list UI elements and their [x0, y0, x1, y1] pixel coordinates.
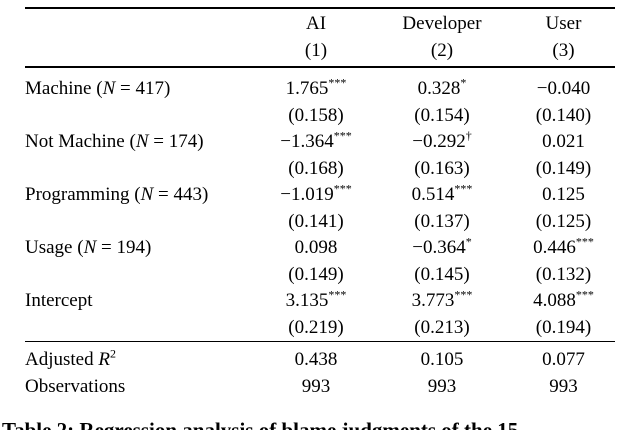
col-number-1: (1) — [260, 37, 372, 68]
coef-cell: −0.040 — [536, 78, 591, 99]
header-row-names: AI Developer User — [25, 8, 615, 37]
table-row-intercept-coef: Intercept 3.135*** 3.773*** 4.088*** — [25, 288, 615, 315]
row-label-programming: Programming (N = 443) — [25, 182, 260, 209]
header-row-numbers: (1) (2) (3) — [25, 37, 615, 68]
col-header-ai: AI — [305, 13, 327, 34]
label-text: Adjusted — [25, 349, 99, 370]
se-cell: (0.194) — [535, 316, 592, 338]
coef-cell: −1.364*** — [280, 128, 352, 152]
stat-cell: 0.105 — [372, 341, 512, 374]
table-row-programming-se: (0.141) (0.137) (0.125) — [25, 209, 615, 236]
table-row-programming-coef: Programming (N = 443) −1.019*** 0.514***… — [25, 182, 615, 209]
sig-marker: * — [460, 75, 467, 90]
se-cell: (0.213) — [414, 316, 470, 338]
table-row-not-machine-coef: Not Machine (N = 174) −1.364*** −0.292† … — [25, 129, 615, 156]
sig-marker: * — [465, 234, 472, 249]
label-var: N — [135, 131, 149, 152]
label-var: R — [98, 349, 110, 370]
label-text: = 194) — [96, 237, 152, 258]
table-row-machine-coef: Machine (N = 417) 1.765*** 0.328* −0.040 — [25, 67, 615, 103]
row-label-adjusted-r2: Adjusted R2 — [25, 341, 260, 374]
stat-cell: 993 — [549, 375, 578, 397]
se-cell: (0.158) — [288, 104, 344, 126]
sig-marker: † — [465, 128, 472, 143]
se-cell: (0.140) — [535, 104, 592, 126]
header-spacer — [25, 8, 260, 37]
sig-marker: *** — [575, 287, 594, 302]
col-header-user: User — [545, 13, 582, 34]
label-text: Usage ( — [25, 237, 84, 258]
row-label-not-machine: Not Machine (N = 174) — [25, 129, 260, 156]
label-text: Machine ( — [25, 78, 103, 99]
table-row-adjusted-r2: Adjusted R2 0.438 0.105 0.077 — [25, 341, 615, 374]
sig-marker: *** — [333, 128, 352, 143]
stat-cell: 0.438 — [260, 341, 372, 374]
coef-cell: 0.021 — [542, 131, 585, 152]
sig-marker: *** — [454, 287, 473, 302]
se-cell: (0.141) — [288, 210, 344, 232]
se-cell: (0.154) — [414, 104, 470, 126]
se-cell: (0.219) — [288, 316, 344, 338]
sig-marker: *** — [328, 75, 347, 90]
coef-cell: 0.514*** — [411, 181, 473, 205]
coef-cell: 1.765*** — [285, 75, 347, 99]
se-cell: (0.168) — [288, 157, 344, 179]
table-row-not-machine-se: (0.168) (0.163) (0.149) — [25, 156, 615, 183]
label-text: Not Machine ( — [25, 131, 136, 152]
label-text: = 174) — [148, 131, 204, 152]
table-row-intercept-se: (0.219) (0.213) (0.194) — [25, 315, 615, 342]
coef-cell: −0.364* — [412, 234, 472, 258]
se-cell: (0.163) — [414, 157, 470, 179]
label-var: N — [83, 237, 97, 258]
table-row-usage-coef: Usage (N = 194) 0.098 −0.364* 0.446*** — [25, 235, 615, 262]
row-label-machine: Machine (N = 417) — [25, 67, 260, 103]
col-number-2: (2) — [372, 37, 512, 68]
stat-cell: 0.077 — [512, 341, 615, 374]
coef-cell: 0.446*** — [533, 234, 594, 258]
label-sup: 2 — [109, 346, 116, 361]
sig-marker: *** — [575, 234, 594, 249]
table-row-usage-se: (0.149) (0.145) (0.132) — [25, 262, 615, 289]
label-text: Observations — [25, 375, 126, 397]
sig-marker: *** — [333, 181, 352, 196]
label-text: Intercept — [25, 290, 93, 311]
se-cell: (0.125) — [535, 210, 592, 232]
table-caption: Table 2: Regression analysis of blame ju… — [2, 418, 519, 430]
coef-cell: −0.292† — [412, 128, 472, 152]
row-label-usage: Usage (N = 194) — [25, 235, 260, 262]
se-cell: (0.132) — [535, 263, 592, 285]
label-var: N — [102, 78, 116, 99]
coef-cell: 0.328* — [417, 75, 467, 99]
se-cell: (0.137) — [414, 210, 470, 232]
coef-cell: −1.019*** — [280, 181, 352, 205]
table-row-observations: Observations 993 993 993 — [25, 374, 615, 401]
table-row-machine-se: (0.158) (0.154) (0.140) — [25, 103, 615, 130]
row-label-observations: Observations — [25, 374, 260, 401]
row-label-intercept: Intercept — [25, 288, 260, 315]
sig-marker: *** — [454, 181, 473, 196]
coef-cell: 3.773*** — [411, 287, 473, 311]
coef-cell: 3.135*** — [285, 287, 347, 311]
se-cell: (0.149) — [288, 263, 344, 285]
coef-cell: 0.125 — [542, 184, 585, 205]
coef-cell: 0.098 — [294, 237, 338, 258]
se-cell: (0.149) — [535, 157, 592, 179]
stat-cell: 993 — [427, 375, 457, 397]
label-var: N — [140, 184, 154, 205]
col-header-developer: Developer — [402, 13, 482, 34]
col-number-3: (3) — [512, 37, 615, 68]
sig-marker: *** — [328, 287, 347, 302]
se-cell: (0.145) — [414, 263, 470, 285]
label-text: = 443) — [153, 184, 209, 205]
label-text: = 417) — [115, 78, 171, 99]
coef-cell: 4.088*** — [533, 287, 594, 311]
regression-table: AI Developer User (1) (2) (3) Machine (N… — [25, 7, 615, 400]
label-text: Programming ( — [25, 184, 141, 205]
stat-cell: 993 — [301, 375, 331, 397]
header-spacer — [25, 37, 260, 68]
